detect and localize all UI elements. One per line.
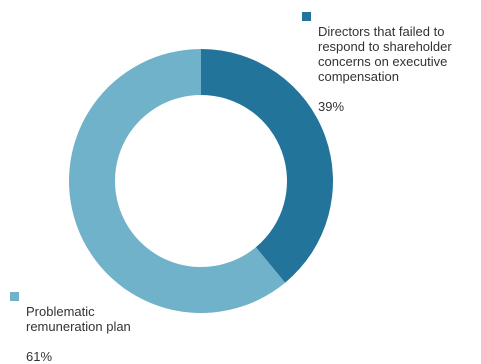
legend-item-remuneration: Problematic remuneration plan 61% (10, 289, 180, 364)
legend-item-directors: Directors that failed to respond to shar… (302, 9, 480, 114)
legend-label-remuneration: Problematic remuneration plan (26, 304, 131, 334)
slice-directors (201, 49, 334, 283)
legend-label-directors: Directors that failed to respond to shar… (318, 24, 452, 84)
legend-value-remuneration: 61% (26, 349, 53, 364)
legend-swatch-remuneration (10, 292, 19, 301)
legend-swatch-directors (302, 12, 311, 21)
slice-remuneration (68, 49, 286, 313)
donut-slices (68, 49, 334, 313)
legend-value-directors: 39% (318, 99, 345, 114)
donut-chart (68, 49, 334, 313)
